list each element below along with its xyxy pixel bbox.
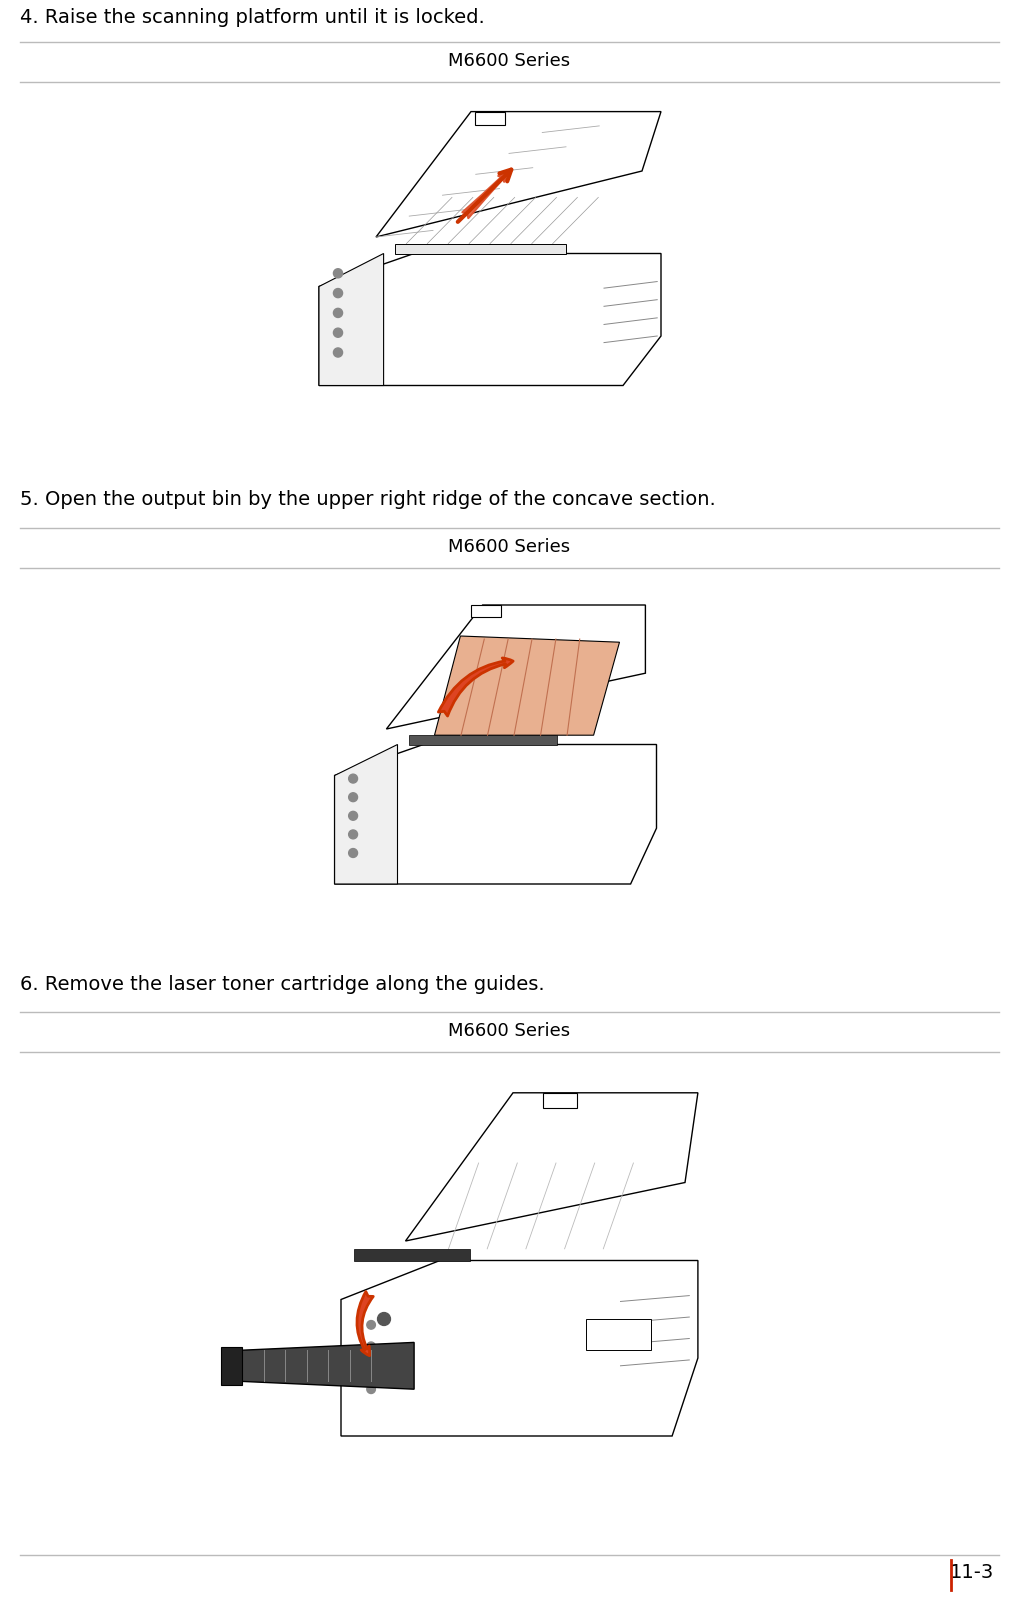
Polygon shape bbox=[376, 112, 661, 237]
Bar bbox=[543, 1092, 578, 1108]
Circle shape bbox=[348, 775, 358, 783]
Circle shape bbox=[333, 329, 342, 337]
Circle shape bbox=[367, 1363, 375, 1371]
Polygon shape bbox=[406, 1092, 698, 1241]
Text: M6600 Series: M6600 Series bbox=[448, 51, 571, 71]
Circle shape bbox=[348, 849, 358, 858]
Circle shape bbox=[367, 1343, 375, 1351]
Polygon shape bbox=[319, 253, 661, 385]
Bar bbox=[220, 1347, 243, 1384]
Bar bbox=[586, 1318, 650, 1351]
Bar bbox=[472, 605, 501, 618]
Circle shape bbox=[333, 308, 342, 318]
Polygon shape bbox=[334, 744, 656, 884]
Text: 11-3: 11-3 bbox=[950, 1564, 994, 1583]
Circle shape bbox=[348, 829, 358, 839]
Circle shape bbox=[367, 1320, 375, 1330]
Polygon shape bbox=[354, 1250, 470, 1261]
Polygon shape bbox=[434, 637, 620, 735]
Circle shape bbox=[378, 1312, 390, 1325]
Polygon shape bbox=[409, 735, 556, 744]
Circle shape bbox=[333, 289, 342, 298]
Circle shape bbox=[348, 812, 358, 820]
Text: M6600 Series: M6600 Series bbox=[448, 537, 571, 557]
Circle shape bbox=[367, 1384, 375, 1394]
Circle shape bbox=[333, 269, 342, 277]
Polygon shape bbox=[243, 1343, 414, 1389]
Text: 6. Remove the laser toner cartridge along the guides.: 6. Remove the laser toner cartridge alon… bbox=[20, 975, 544, 994]
Circle shape bbox=[348, 792, 358, 802]
Polygon shape bbox=[334, 744, 397, 884]
Polygon shape bbox=[341, 1261, 698, 1436]
Text: M6600 Series: M6600 Series bbox=[448, 1022, 571, 1039]
Circle shape bbox=[333, 348, 342, 358]
Polygon shape bbox=[395, 244, 566, 253]
Polygon shape bbox=[386, 605, 645, 728]
Bar bbox=[475, 112, 505, 125]
Text: 4. Raise the scanning platform until it is locked.: 4. Raise the scanning platform until it … bbox=[20, 8, 485, 27]
Polygon shape bbox=[319, 253, 383, 385]
Text: 5. Open the output bin by the upper right ridge of the concave section.: 5. Open the output bin by the upper righ… bbox=[20, 489, 715, 508]
